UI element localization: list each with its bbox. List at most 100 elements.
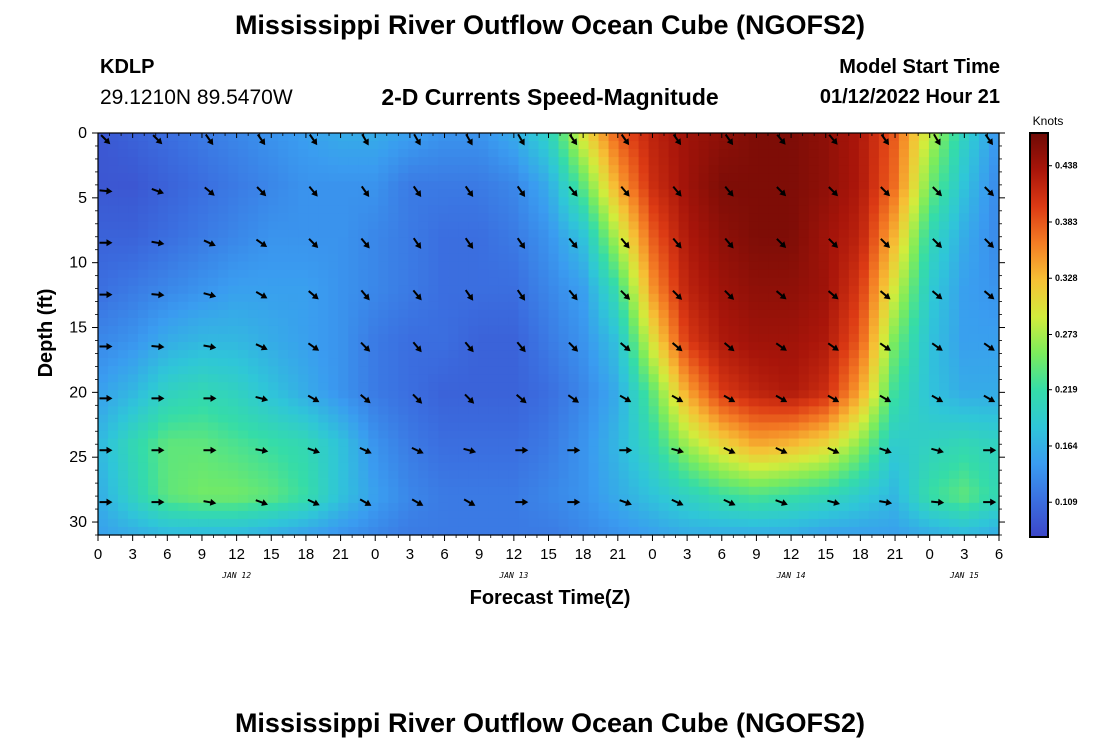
current-arrow (879, 394, 892, 403)
heatmap-cell (708, 165, 720, 174)
heatmap-cell (498, 494, 510, 504)
heatmap-cell (968, 141, 980, 150)
heatmap-cell (928, 213, 940, 223)
heatmap-cell (418, 454, 429, 464)
heatmap-cell (948, 334, 960, 343)
heatmap-cell (488, 430, 500, 440)
heatmap-cell (318, 261, 329, 271)
heatmap-cell (748, 374, 760, 383)
heatmap-cell (718, 301, 730, 311)
heatmap-cell (898, 398, 910, 407)
heatmap-cell (228, 494, 239, 504)
heatmap-cell (738, 350, 750, 359)
heatmap-cell (338, 486, 349, 496)
heatmap-cell (838, 181, 850, 190)
heatmap-cell (588, 245, 600, 255)
heatmap-cell (558, 414, 570, 424)
heatmap-cell (838, 374, 850, 383)
heatmap-cell (128, 189, 139, 198)
heatmap-cell (828, 478, 840, 488)
heatmap-cell (818, 237, 830, 247)
heatmap-cell (98, 390, 109, 399)
heatmap-cell (168, 422, 179, 432)
heatmap-cell (578, 165, 590, 174)
heatmap-cell (348, 478, 359, 488)
heatmap-cell (378, 462, 389, 472)
heatmap-cell (828, 390, 840, 399)
heatmap-cell (138, 342, 149, 351)
heatmap-cell (298, 494, 309, 504)
heatmap-cell (628, 462, 640, 472)
heatmap-cell (378, 374, 389, 383)
heatmap-cell (698, 301, 710, 311)
heatmap-cell (188, 221, 199, 231)
heatmap-cell (938, 157, 950, 166)
heatmap-cell (578, 454, 590, 464)
heatmap-cell (318, 157, 329, 166)
heatmap-cell (938, 269, 950, 279)
heatmap-cell (858, 342, 870, 351)
heatmap-cell (538, 454, 550, 464)
heatmap-cell (608, 197, 620, 206)
heatmap-cell (118, 350, 129, 359)
heatmap-cell (258, 510, 269, 520)
heatmap-cell (188, 141, 199, 150)
heatmap-cell (558, 334, 570, 343)
heatmap-cell (868, 317, 880, 327)
heatmap-cell (588, 502, 600, 512)
heatmap-cell (908, 221, 920, 231)
heatmap-cell (278, 237, 289, 247)
current-arrow (671, 498, 684, 506)
heatmap-cell (708, 269, 720, 279)
heatmap-cell (638, 414, 650, 424)
current-arrow (879, 342, 891, 351)
heatmap-cell (808, 454, 820, 464)
heatmap-cell (218, 350, 229, 359)
heatmap-cell (278, 293, 289, 303)
heatmap-cell (218, 342, 229, 351)
heatmap-cell (528, 253, 540, 263)
heatmap-cell (948, 245, 960, 255)
heatmap-cell (168, 229, 179, 239)
heatmap-cell (108, 309, 119, 319)
heatmap-cell (328, 478, 339, 488)
heatmap-cell (668, 502, 680, 512)
heatmap-cell (558, 237, 570, 247)
heatmap-cell (808, 486, 820, 496)
heatmap-cell (698, 173, 710, 182)
heatmap-cell (978, 478, 990, 488)
heatmap-cell (908, 157, 920, 166)
heatmap-cell (868, 430, 880, 440)
heatmap-cell (628, 181, 640, 190)
heatmap-cell (318, 350, 329, 359)
heatmap-cell (428, 422, 439, 432)
heatmap-cell (208, 350, 219, 359)
heatmap-cell (638, 390, 650, 399)
heatmap-cell (438, 141, 449, 150)
heatmap-cell (898, 430, 910, 440)
heatmap-cell (978, 205, 990, 214)
heatmap-cell (868, 141, 880, 150)
heatmap-cell (618, 181, 630, 190)
heatmap-cell (438, 317, 449, 327)
current-arrow (99, 394, 113, 402)
heatmap-cell (348, 430, 359, 440)
heatmap-cell (418, 229, 429, 239)
heatmap-cell (958, 518, 970, 528)
heatmap-cell (368, 446, 379, 456)
heatmap-cell (198, 462, 209, 472)
heatmap-cell (308, 133, 319, 142)
heatmap-cell (308, 301, 319, 311)
heatmap-cell (398, 285, 409, 295)
heatmap-cell (838, 141, 850, 150)
heatmap-cell (768, 157, 780, 166)
heatmap-cell (968, 229, 980, 239)
heatmap-cell (188, 213, 199, 223)
heatmap-cell (708, 213, 720, 223)
colorbar-label: 0.164 (1055, 441, 1078, 451)
heatmap-cell (598, 478, 610, 488)
heatmap-cell (378, 366, 389, 375)
heatmap-cell (418, 518, 429, 528)
heatmap-cell (808, 382, 820, 391)
heatmap-cell (858, 350, 870, 359)
